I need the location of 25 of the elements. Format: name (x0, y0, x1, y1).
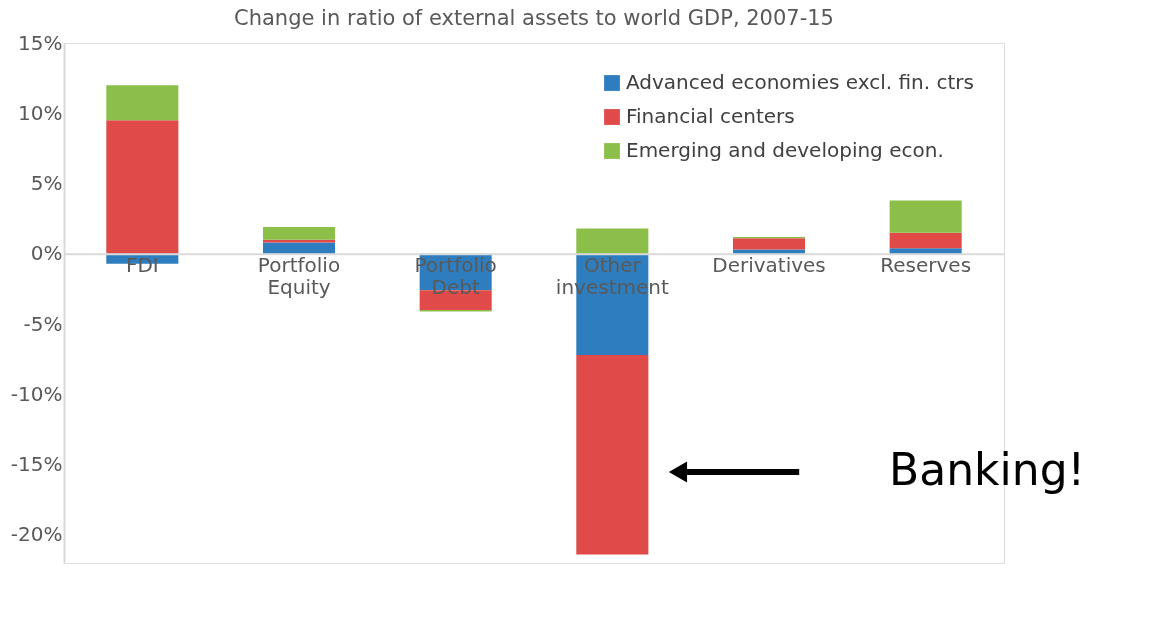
legend-label: Advanced economies excl. fin. ctrs (626, 70, 974, 94)
y-tick-label: -20% (10, 522, 63, 547)
legend-label: Emerging and developing econ. (626, 138, 944, 162)
bar (576, 355, 649, 555)
y-tick-label: 0% (30, 241, 63, 266)
annotation: Banking! (889, 444, 1086, 495)
bar (106, 85, 179, 121)
y-tick-label: -15% (10, 452, 63, 477)
y-tick-label: 15% (18, 30, 63, 55)
x-tick-label: Derivatives (712, 253, 826, 278)
bar (106, 120, 179, 254)
bar (262, 239, 336, 243)
x-tick-label: Portfolio Equity (257, 253, 341, 300)
bar (732, 238, 806, 250)
chart-title: Change in ratio of external assets to world GDP, 2007-15 (234, 6, 834, 30)
bar (889, 232, 962, 249)
y-tick-label: -10% (10, 381, 63, 406)
legend-label: Financial centers (626, 104, 795, 128)
y-tick-label: -5% (23, 311, 63, 336)
x-tick-label: Reserves (880, 253, 972, 278)
bar (889, 200, 962, 233)
bar (576, 228, 649, 254)
y-tick-label: 5% (30, 171, 63, 196)
bar (262, 227, 336, 240)
y-tick-label: 10% (18, 100, 63, 125)
